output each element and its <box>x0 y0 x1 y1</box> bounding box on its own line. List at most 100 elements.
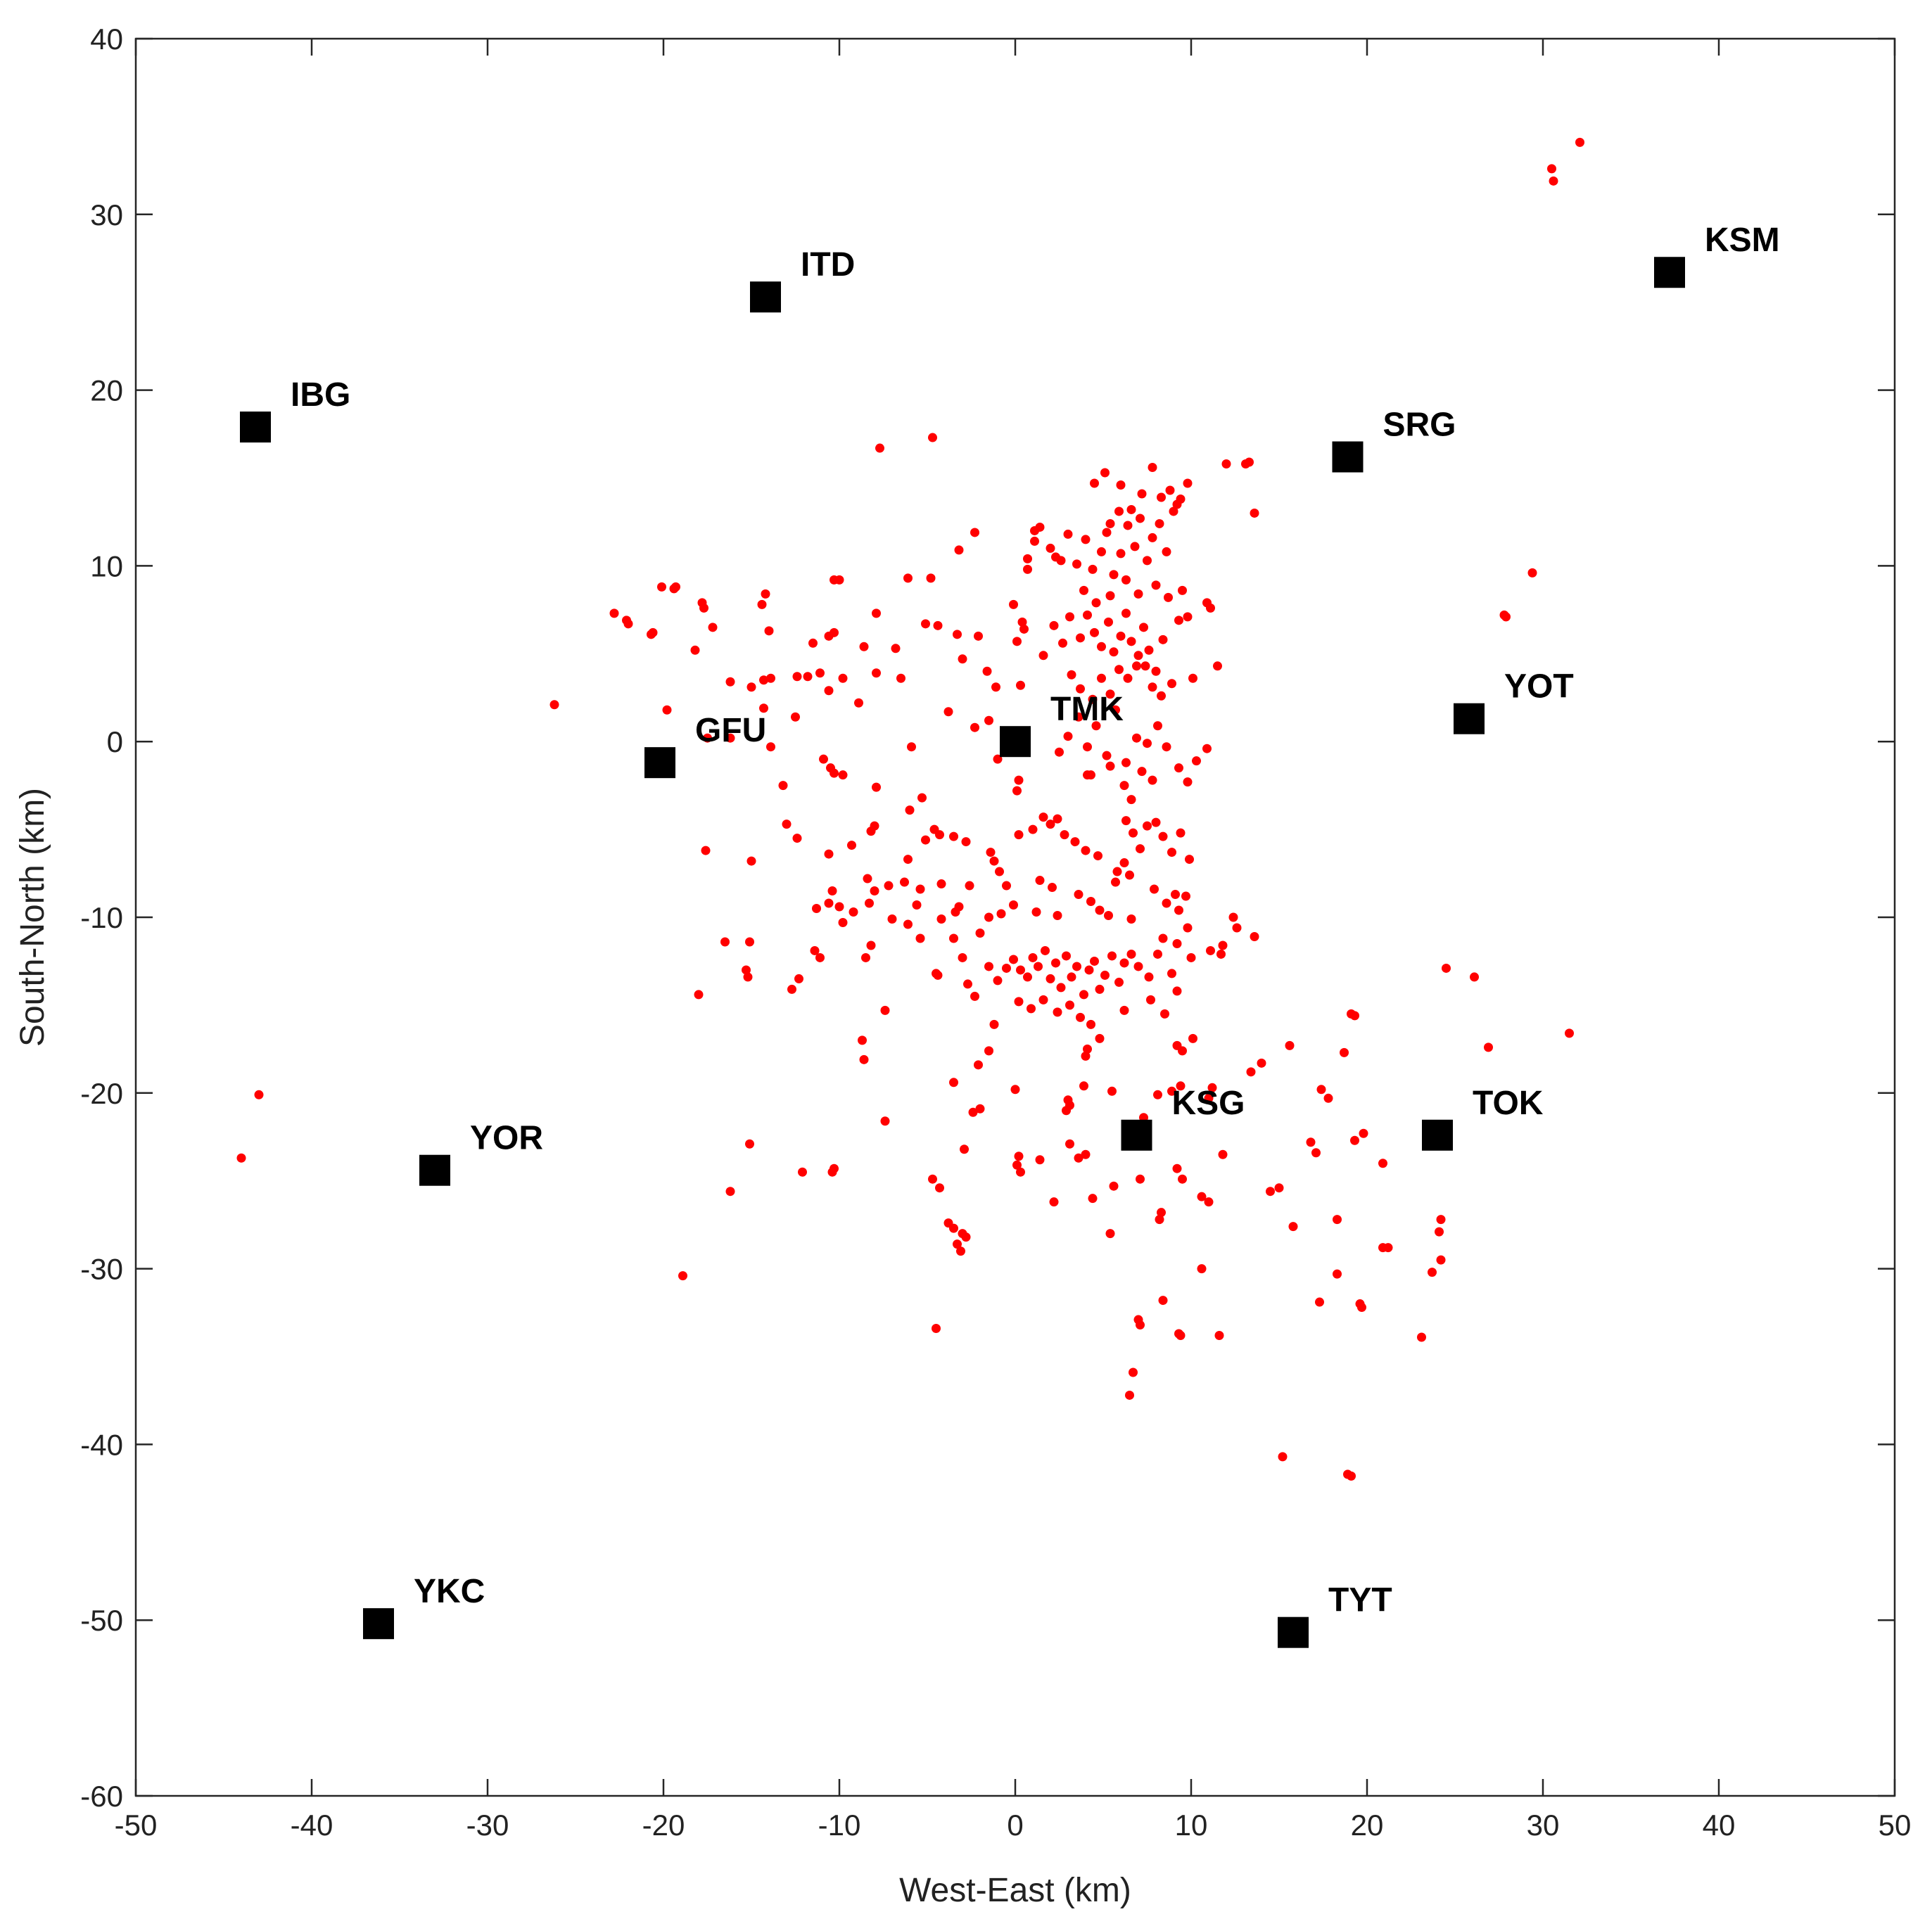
station-marker <box>1654 257 1685 288</box>
event-point <box>808 638 818 648</box>
event-point <box>810 945 820 955</box>
event-point <box>993 976 1003 986</box>
event-point <box>1139 623 1148 632</box>
event-point <box>1014 1152 1024 1161</box>
event-point <box>1097 642 1106 651</box>
station-label: ITD <box>801 246 855 283</box>
event-point <box>1046 974 1055 983</box>
event-point <box>891 644 901 653</box>
event-point <box>1114 977 1124 987</box>
event-point <box>838 770 848 780</box>
event-point <box>1129 1367 1138 1377</box>
event-point <box>824 686 834 696</box>
x-tick-label: 20 <box>1351 1809 1384 1842</box>
event-point <box>921 619 930 629</box>
event-point <box>1105 761 1115 771</box>
event-point <box>1206 945 1215 955</box>
event-point <box>975 1104 985 1114</box>
event-point <box>830 575 839 585</box>
event-point <box>1436 1255 1446 1265</box>
event-point <box>1565 1028 1574 1038</box>
event-point <box>880 1116 890 1126</box>
event-point <box>657 582 666 592</box>
event-point <box>690 645 700 655</box>
station-marker <box>1121 1119 1152 1151</box>
event-point <box>870 886 879 896</box>
y-tick-label: 10 <box>90 549 123 582</box>
event-point <box>1250 931 1259 941</box>
event-point <box>847 841 856 850</box>
event-point <box>858 1035 867 1045</box>
event-point <box>1183 923 1193 933</box>
event-point <box>928 1174 937 1184</box>
event-point <box>1160 1009 1169 1019</box>
event-point <box>954 902 964 912</box>
event-point <box>1081 1149 1091 1159</box>
event-point <box>1070 837 1080 847</box>
event-point <box>1333 1269 1342 1279</box>
y-tick-label: 0 <box>107 725 123 758</box>
event-point <box>1323 1093 1333 1103</box>
event-point <box>968 1107 978 1117</box>
event-point <box>745 1139 754 1149</box>
event-point <box>1347 1471 1356 1481</box>
event-point <box>1143 739 1152 748</box>
event-point <box>991 682 1000 692</box>
event-point <box>1083 610 1092 620</box>
event-point <box>1172 938 1182 948</box>
event-point <box>1136 844 1145 854</box>
event-point <box>1157 1208 1166 1218</box>
event-point <box>1035 876 1045 886</box>
event-point <box>1100 468 1110 478</box>
event-point <box>1086 1019 1095 1029</box>
event-point <box>1074 890 1083 900</box>
event-point <box>1176 828 1186 838</box>
event-point <box>834 902 844 912</box>
event-point <box>1176 1081 1186 1091</box>
event-point <box>1133 589 1143 599</box>
event-point <box>1204 1093 1214 1103</box>
event-point <box>1095 905 1105 915</box>
y-axis-label: South-North (km) <box>14 788 51 1047</box>
station-marker <box>1000 726 1031 758</box>
event-point <box>1091 721 1101 731</box>
event-point <box>1060 830 1069 840</box>
event-point <box>982 666 992 676</box>
event-point <box>1350 1135 1359 1145</box>
event-point <box>1136 1320 1145 1330</box>
station-markers: IBG ITD KSM SRG YOT GFU TMK KSG TOK YOR YKC TYT <box>240 222 1780 1648</box>
event-point <box>1340 1047 1349 1057</box>
event-point <box>1083 1044 1092 1054</box>
event-point <box>803 672 813 682</box>
event-point <box>1107 951 1117 961</box>
event-point <box>884 881 894 891</box>
event-point <box>1038 995 1048 1005</box>
event-point <box>960 1144 969 1154</box>
event-point <box>236 1153 246 1163</box>
event-point <box>887 914 897 924</box>
event-point <box>1074 712 1083 722</box>
station-marker <box>1278 1616 1309 1648</box>
event-point <box>648 627 658 637</box>
station-marker <box>363 1608 394 1640</box>
event-point <box>1218 1149 1228 1159</box>
event-point <box>949 831 958 841</box>
event-point <box>1105 591 1115 601</box>
event-point <box>1086 897 1095 907</box>
event-point <box>1109 570 1119 580</box>
event-point <box>1165 485 1175 495</box>
event-point <box>1081 846 1091 855</box>
event-point <box>933 620 943 630</box>
event-point <box>1383 1243 1393 1253</box>
event-point <box>932 1324 941 1334</box>
event-point <box>1315 1297 1324 1307</box>
event-point <box>1172 1163 1182 1173</box>
event-point <box>1014 830 1024 840</box>
event-point <box>1136 514 1145 523</box>
event-point <box>792 834 802 843</box>
event-point <box>1151 666 1161 676</box>
event-point <box>792 672 802 682</box>
event-point <box>830 1163 839 1173</box>
event-point <box>1183 777 1193 787</box>
event-point <box>1333 1215 1342 1225</box>
